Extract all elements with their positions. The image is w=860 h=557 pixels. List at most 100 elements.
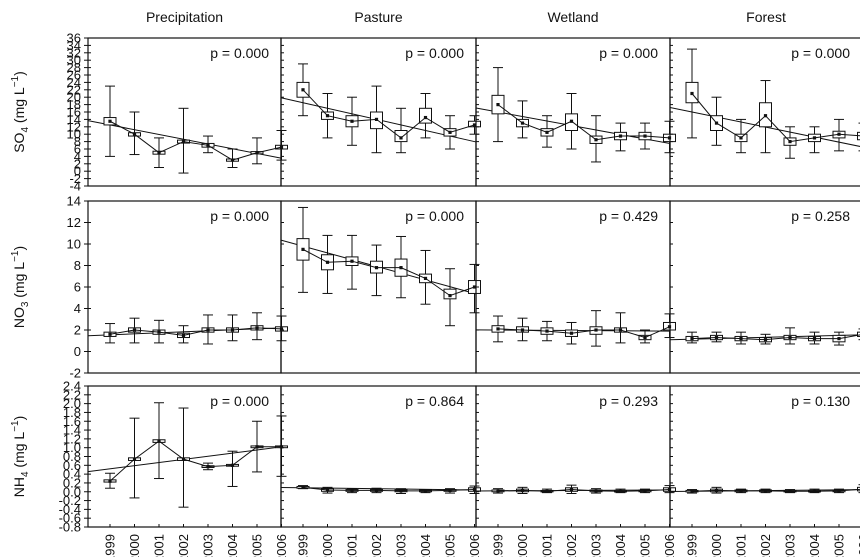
ytick-label: 0.4 — [63, 467, 81, 482]
xtick-label: 2005 — [250, 534, 265, 557]
xtick-label: 2005 — [443, 534, 458, 557]
p-value-label: p = 0.000 — [210, 45, 269, 61]
xtick-label: 2004 — [807, 534, 822, 557]
mean-point — [496, 103, 500, 107]
ytick-label: 30 — [67, 53, 81, 68]
ytick-label: -4 — [69, 179, 81, 194]
ytick-label: 8 — [74, 258, 81, 273]
ytick-label: 16 — [67, 105, 81, 120]
mean-point — [788, 335, 792, 340]
xtick-label: 1999 — [685, 534, 700, 557]
panel-frame — [475, 200, 671, 374]
mean-point — [132, 457, 137, 461]
ytick-label: 32 — [67, 45, 81, 60]
xtick-label: 2000 — [127, 534, 142, 557]
mean-point — [423, 115, 428, 120]
mean-point — [788, 489, 792, 493]
mean-point — [301, 88, 305, 92]
mean-point — [325, 114, 330, 118]
mean-point — [325, 488, 330, 492]
ytick-label: 1.0 — [63, 440, 81, 455]
mean-point — [545, 329, 549, 333]
mean-point — [206, 465, 210, 469]
mean-point — [448, 488, 452, 493]
p-value-label: p = 0.293 — [599, 393, 658, 409]
column-title-wetland: Wetland — [547, 9, 598, 25]
xtick-label: 1999 — [491, 534, 506, 557]
ytick-label: 1.4 — [63, 423, 81, 438]
mean-point — [350, 488, 354, 493]
xtick-label: 2006 — [467, 534, 482, 557]
mean-point — [569, 331, 574, 335]
mean-point — [448, 130, 452, 134]
mean-point — [739, 489, 743, 493]
mean-point — [399, 489, 403, 493]
mean-point — [230, 328, 235, 332]
xtick-label: 1999 — [296, 534, 311, 557]
mean-point — [108, 119, 112, 123]
xtick-label: 2003 — [201, 534, 216, 557]
mean-point — [472, 123, 477, 127]
mean-line — [109, 440, 282, 482]
mean-line — [497, 489, 670, 492]
mean-point — [763, 114, 768, 118]
xtick-label: 2000 — [709, 534, 724, 557]
mean-point — [690, 337, 694, 341]
mean-point — [181, 457, 186, 461]
ytick-label: 14 — [67, 112, 81, 127]
mean-line — [302, 89, 475, 139]
ytick-label: 18 — [67, 97, 81, 112]
xtick-label: 2003 — [394, 534, 409, 557]
mean-point — [157, 151, 161, 155]
xtick-label: 2002 — [369, 534, 384, 557]
xtick-label: 2005 — [638, 534, 653, 557]
mean-point — [255, 445, 259, 449]
ytick-label: 0.6 — [63, 458, 81, 473]
ylabel-no3: NO3 (mg L−1) — [10, 246, 31, 328]
ytick-label: 2.4 — [63, 379, 81, 394]
ytick-label: 6 — [74, 142, 81, 157]
ytick-label: 20 — [67, 90, 81, 105]
mean-point — [594, 138, 598, 142]
mean-point — [496, 327, 500, 331]
mean-point — [399, 136, 403, 140]
mean-point — [812, 337, 817, 341]
mean-point — [643, 134, 647, 138]
mean-point — [423, 276, 428, 280]
mean-point — [714, 488, 719, 493]
ytick-label: 34 — [67, 38, 81, 53]
mean-point — [618, 489, 623, 493]
mean-point — [423, 489, 428, 493]
xtick-label: 2000 — [320, 534, 335, 557]
mean-point — [301, 247, 305, 251]
ytick-label: 6 — [74, 280, 81, 295]
xtick-label: 2004 — [613, 534, 628, 557]
mean-point — [594, 489, 598, 493]
mean-point — [545, 130, 549, 134]
ytick-label: -0.8 — [59, 520, 81, 535]
mean-point — [132, 328, 137, 332]
ytick-label: 36 — [67, 31, 81, 46]
mean-point — [643, 335, 647, 340]
ytick-label: -0.4 — [59, 502, 81, 517]
column-title-pasture: Pasture — [354, 9, 402, 25]
mean-point — [618, 328, 623, 332]
xtick-label: 2002 — [758, 534, 773, 557]
mean-line — [497, 326, 670, 339]
xtick-label: 2006 — [856, 534, 860, 557]
ytick-label: 1.6 — [63, 414, 81, 429]
p-value-label: p = 0.864 — [405, 393, 464, 409]
mean-point — [374, 117, 379, 121]
p-value-label: p = 0.258 — [791, 208, 850, 224]
mean-point — [448, 294, 452, 298]
p-value-label: p = 0.000 — [791, 45, 850, 61]
ytick-label: 28 — [67, 60, 81, 75]
ytick-label: 0 — [74, 164, 81, 179]
mean-point — [690, 489, 694, 493]
mean-line — [691, 93, 860, 143]
panel-frame — [87, 200, 282, 374]
ytick-label: 1.2 — [63, 431, 81, 446]
mean-point — [520, 328, 525, 332]
mean-point — [108, 332, 112, 336]
mean-point — [763, 338, 768, 342]
